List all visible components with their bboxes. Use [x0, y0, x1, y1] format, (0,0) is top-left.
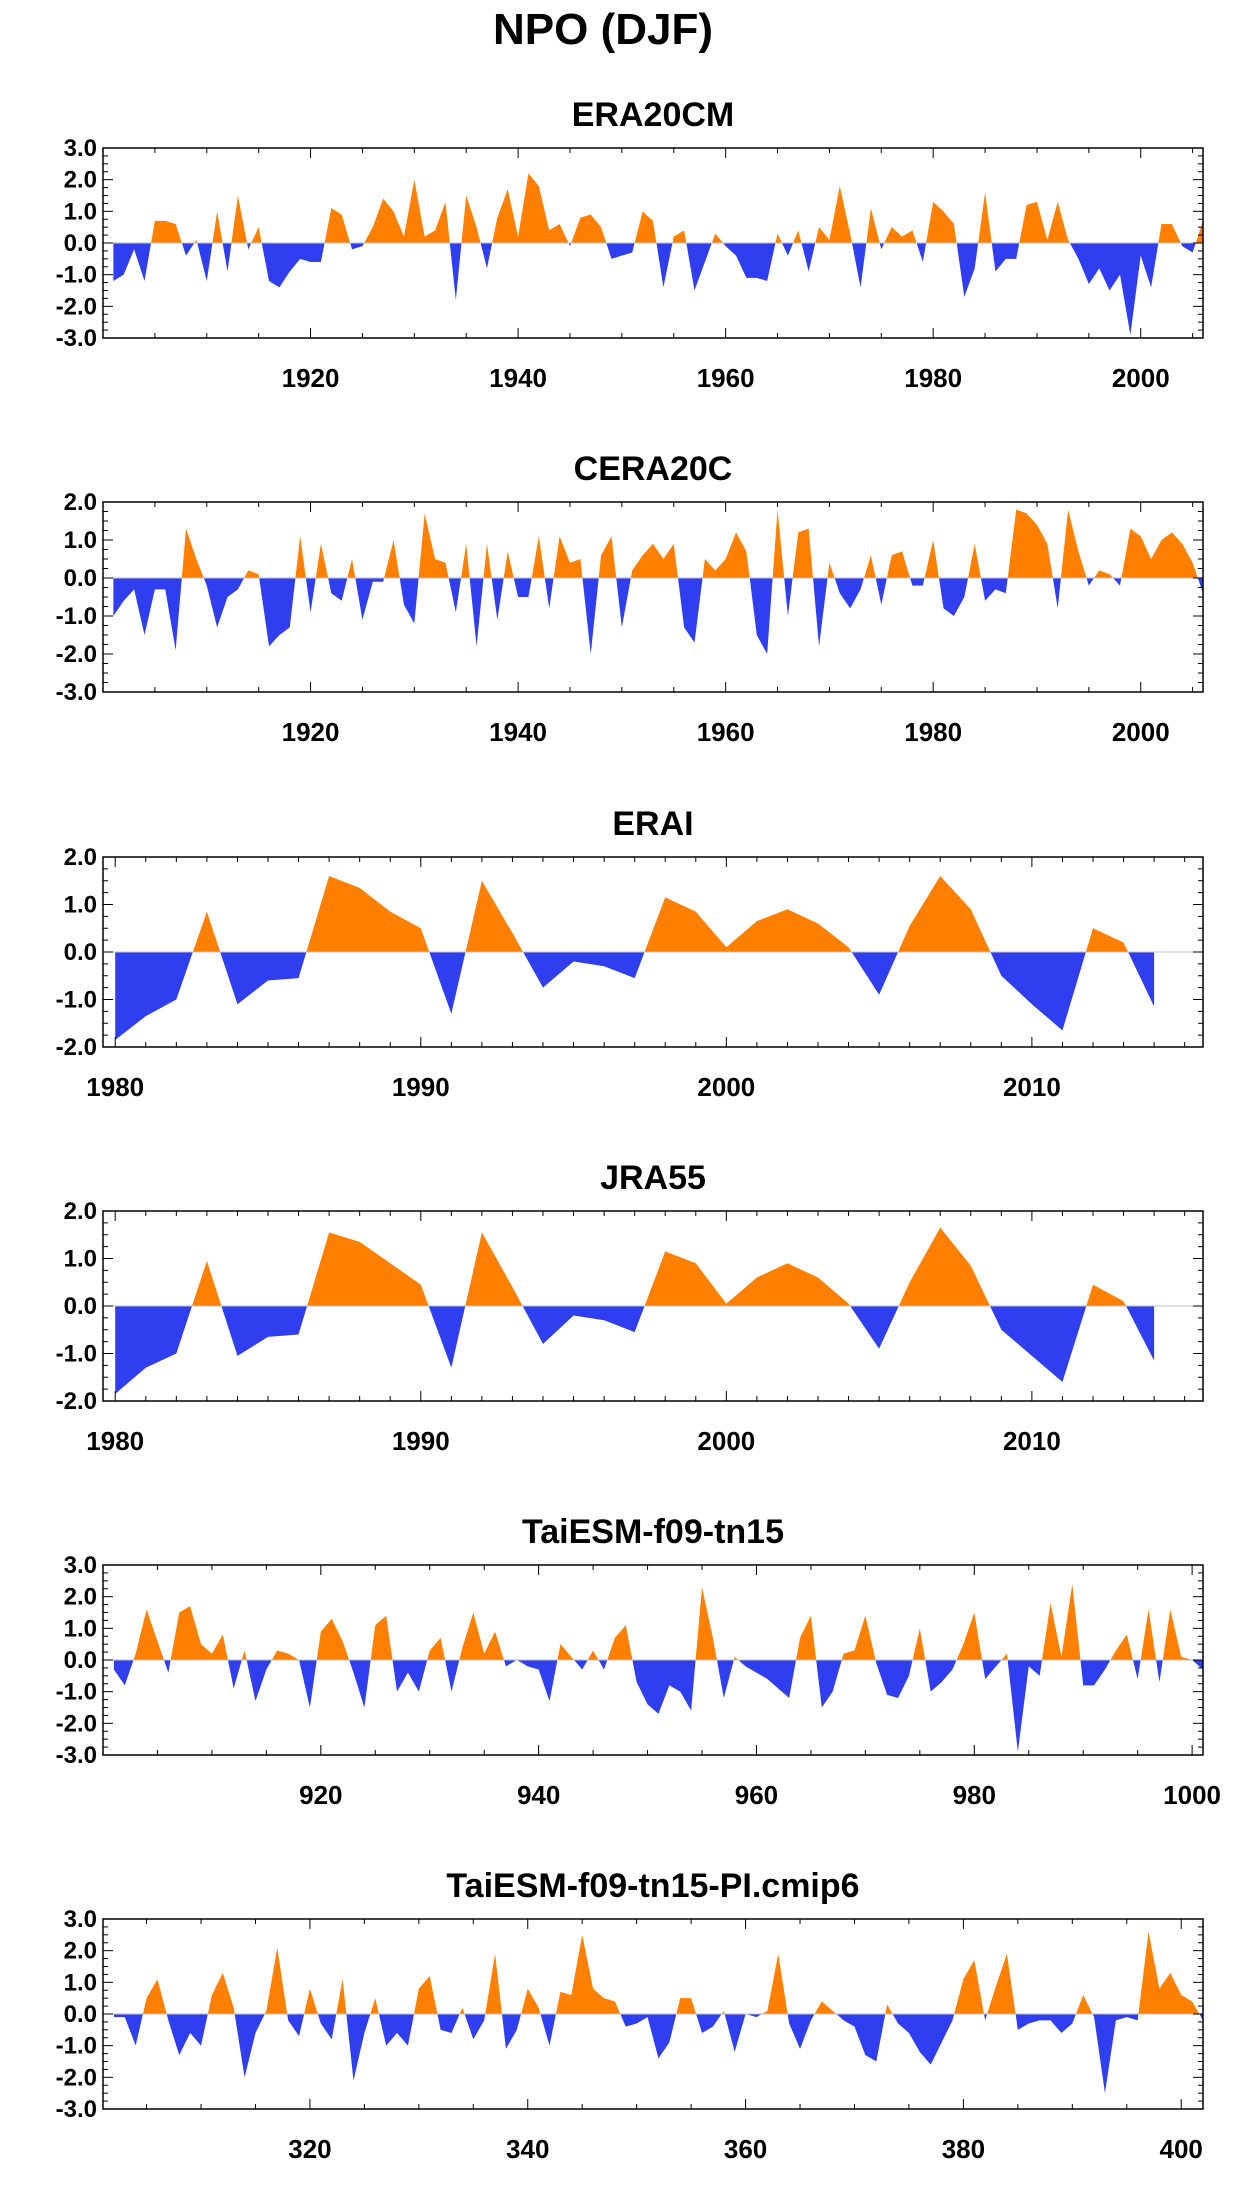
x-tick-label: 2010: [1003, 1072, 1061, 1102]
panel-2: ERAI 2.0 1.0 0.0 -1.0 -2.0 1980 1990 2000 2010: [56, 805, 1204, 1102]
y-tick-label: -3.0: [56, 1742, 97, 1769]
y-tick-label: -1.0: [56, 1679, 97, 1706]
y-tick-label: -2.0: [56, 1388, 97, 1415]
panel-title: TaiESM-f09-tn15-PI.cmip6: [446, 1867, 859, 1905]
x-tick-label: 1000: [1163, 1780, 1221, 1810]
x-tick-label: 1980: [86, 1426, 144, 1456]
x-tick-label: 2000: [697, 1426, 755, 1456]
x-tick-label: 380: [942, 2134, 985, 2164]
y-tick-label: 1.0: [64, 1969, 97, 1996]
negative-area: [113, 2014, 1203, 2094]
x-tick-label: 2000: [1112, 363, 1170, 393]
y-tick-label: 2.0: [64, 1938, 97, 1965]
y-tick-label: 1.0: [64, 892, 97, 919]
x-tick-label: 1980: [86, 1072, 144, 1102]
y-tick-label: 2.0: [64, 1584, 97, 1611]
panel-title: ERA20CM: [572, 96, 734, 134]
y-tick-label: 1.0: [64, 198, 97, 225]
y-tick-label: 0.0: [64, 230, 97, 257]
positive-area: [115, 876, 1155, 952]
negative-area: [113, 1660, 1203, 1752]
y-tick-label: -3.0: [56, 679, 97, 706]
y-tick-label: 1.0: [64, 1246, 97, 1273]
y-tick-label: -2.0: [56, 641, 97, 668]
y-tick-label: -1.0: [56, 603, 97, 630]
y-tick-label: 1.0: [64, 527, 97, 554]
y-tick-label: 0.0: [64, 565, 97, 592]
x-tick-label: 1990: [392, 1072, 450, 1102]
positive-area: [113, 509, 1203, 578]
positive-area: [113, 1931, 1203, 2014]
x-tick-label: 920: [299, 1780, 342, 1810]
positive-area: [115, 1227, 1155, 1306]
y-tick-label: -1.0: [56, 2033, 97, 2060]
x-tick-label: 2000: [697, 1072, 755, 1102]
panels-group: ERA20CM 3.0 2.0 1.0 0.0 -1.0 -2.0 -3.0 1920 1940 1…: [56, 96, 1221, 2164]
y-tick-label: -2.0: [56, 1710, 97, 1737]
x-tick-label: 1920: [282, 717, 340, 747]
y-tick-label: 3.0: [64, 135, 97, 162]
y-tick-label: 2.0: [64, 167, 97, 194]
x-tick-label: 1940: [489, 717, 547, 747]
x-tick-label: 1990: [392, 1426, 450, 1456]
y-tick-label: 0.0: [64, 939, 97, 966]
panel-title: ERAI: [612, 805, 693, 843]
panel-title: TaiESM-f09-tn15: [522, 1513, 784, 1551]
negative-area: [115, 952, 1155, 1040]
y-tick-label: 2.0: [64, 1198, 97, 1225]
x-tick-label: 1920: [282, 363, 340, 393]
panel-5: TaiESM-f09-tn15-PI.cmip6 3.0 2.0 1.0 0.0 -1.0…: [56, 1867, 1204, 2164]
y-tick-label: -2.0: [56, 2064, 97, 2091]
negative-area: [115, 1306, 1155, 1394]
y-tick-label: 0.0: [64, 2001, 97, 2028]
y-tick-label: -1.0: [56, 262, 97, 289]
panel-3: JRA55 2.0 1.0 0.0 -1.0 -2.0 1980 1990 2000 2010: [56, 1159, 1204, 1456]
x-tick-label: 1940: [489, 363, 547, 393]
y-tick-label: 3.0: [64, 1906, 97, 1933]
y-tick-label: 0.0: [64, 1647, 97, 1674]
positive-area: [113, 173, 1203, 243]
panel-title: JRA55: [600, 1159, 706, 1197]
negative-area: [113, 578, 1203, 654]
negative-area: [113, 243, 1203, 335]
y-tick-label: -2.0: [56, 1034, 97, 1061]
positive-area: [113, 1584, 1203, 1660]
x-tick-label: 1960: [697, 363, 755, 393]
x-tick-label: 980: [953, 1780, 996, 1810]
x-tick-label: 940: [517, 1780, 560, 1810]
panel-1: CERA20C 2.0 1.0 0.0 -1.0 -2.0 -3.0 1920 1940 1960…: [56, 450, 1204, 747]
x-tick-label: 960: [735, 1780, 778, 1810]
x-tick-label: 1960: [697, 717, 755, 747]
x-tick-label: 340: [506, 2134, 549, 2164]
y-tick-label: 1.0: [64, 1615, 97, 1642]
y-tick-label: -2.0: [56, 293, 97, 320]
x-tick-label: 2010: [1003, 1426, 1061, 1456]
panel-title: CERA20C: [574, 450, 733, 488]
x-tick-label: 320: [288, 2134, 331, 2164]
y-tick-label: -1.0: [56, 1341, 97, 1368]
y-tick-label: 3.0: [64, 1552, 97, 1579]
y-tick-label: 2.0: [64, 844, 97, 871]
y-tick-label: -3.0: [56, 325, 97, 352]
x-tick-label: 360: [724, 2134, 767, 2164]
panel-0: ERA20CM 3.0 2.0 1.0 0.0 -1.0 -2.0 -3.0 1920 1940 1…: [56, 96, 1204, 393]
figure-title: NPO (DJF): [493, 5, 713, 54]
x-tick-label: 2000: [1112, 717, 1170, 747]
y-tick-label: 2.0: [64, 489, 97, 516]
y-tick-label: -1.0: [56, 987, 97, 1014]
y-tick-label: 0.0: [64, 1293, 97, 1320]
x-tick-label: 1980: [904, 363, 962, 393]
x-tick-label: 1980: [904, 717, 962, 747]
y-tick-label: -3.0: [56, 2096, 97, 2123]
x-tick-label: 400: [1160, 2134, 1203, 2164]
panel-4: TaiESM-f09-tn15 3.0 2.0 1.0 0.0 -1.0 -2.0 -3.0 9…: [56, 1513, 1221, 1810]
